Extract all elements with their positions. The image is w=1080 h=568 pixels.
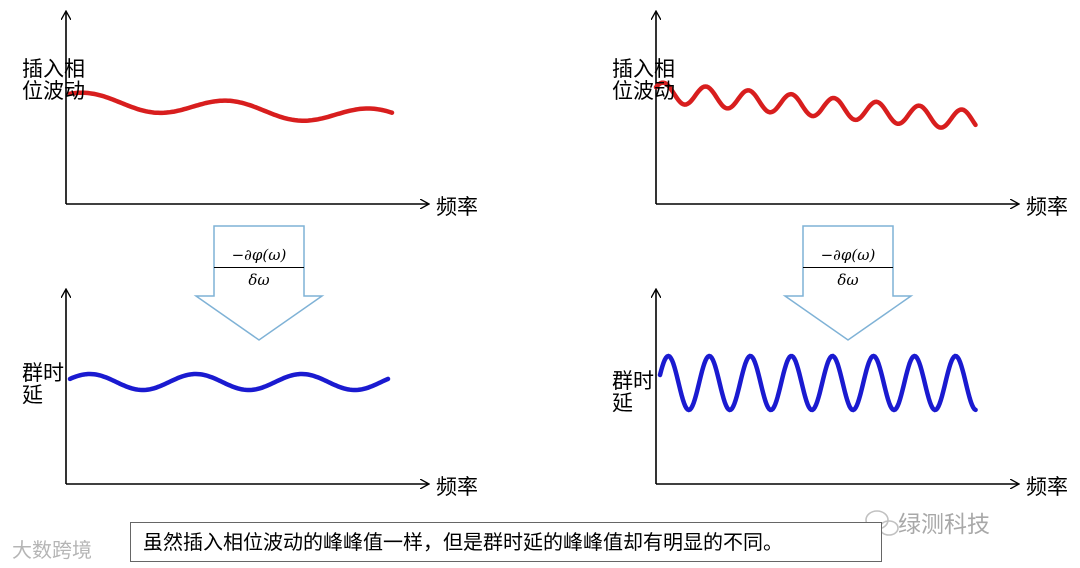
bottom-left-delay-curve xyxy=(67,371,391,393)
top-left-xlabel: 频率 xyxy=(436,195,478,219)
formula-numerator: −∂φ(ω) xyxy=(803,246,893,268)
right-derivative-arrow xyxy=(782,225,914,341)
bottom-right-ylabel: 群时延 xyxy=(612,369,654,415)
left-derivative-arrow xyxy=(193,225,325,341)
watermark-right: 绿测科技 xyxy=(898,512,990,538)
right-arrow-formula: −∂φ(ω) δω xyxy=(803,246,893,289)
top-left-ylabel: 插入相位波动 xyxy=(22,57,85,103)
bottom-right-delay-curve xyxy=(657,353,978,413)
top-right-xlabel: 频率 xyxy=(1026,195,1068,219)
top-right-phase-curve xyxy=(653,80,978,130)
left-arrow-formula: −∂φ(ω) δω xyxy=(214,246,304,289)
bottom-right-xlabel: 频率 xyxy=(1026,475,1068,499)
bottom-left-ylabel: 群时延 xyxy=(22,361,64,407)
formula-denominator: δω xyxy=(248,271,270,289)
bottom-left-xlabel: 频率 xyxy=(436,475,478,499)
top-left-phase-curve xyxy=(67,90,395,123)
caption-box: 虽然插入相位波动的峰峰值一样，但是群时延的峰峰值却有明显的不同。 xyxy=(130,522,882,562)
watermark-left: 大数跨境 xyxy=(12,538,92,562)
top-right-ylabel: 插入相位波动 xyxy=(612,57,675,103)
formula-denominator: δω xyxy=(837,271,859,289)
formula-numerator: −∂φ(ω) xyxy=(214,246,304,268)
